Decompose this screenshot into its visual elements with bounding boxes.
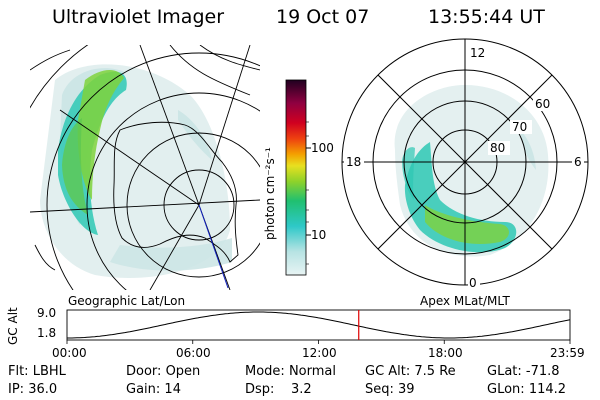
left-panel-label: Geographic Lat/Lon [68,294,186,308]
colorbar-unit-label: photon cm⁻²s⁻¹ [263,147,277,240]
info-glat: GLat: -71.8 [487,364,560,379]
coastline [113,121,239,263]
mlat-label-70: 70 [512,120,528,134]
info-gc-alt: GC Alt: 7.5 Re [365,364,456,379]
colorbar-tick-10: 10 [311,228,327,242]
mlt-label-18: 18 [346,155,362,169]
mlt-label-12: 12 [470,46,486,60]
image-time: 13:55:44 UT [428,6,545,28]
time-tick-1800: 18:00 [428,346,463,360]
mlat-label-80: 80 [490,141,506,155]
colorbar-tick-100: 100 [311,141,334,155]
mlt-label-0: 0 [469,276,477,290]
info-door: Door: Open [126,364,201,379]
right-panel-label: Apex MLat/MLT [420,294,510,308]
colorbar [285,79,311,276]
info-dsp: Dsp: 3.2 [245,382,312,397]
geographic-map [30,45,260,290]
altitude-curve [67,311,571,339]
graticule [30,45,260,290]
time-tick-1200: 12:00 [302,346,337,360]
info-filter: Flt: LBHL [8,364,66,379]
mlt-label-6: 6 [574,155,582,169]
altitude-plot [66,309,571,344]
image-date: 19 Oct 07 [276,6,370,28]
info-glon: GLon: 114.2 [487,382,567,397]
altitude-ytick-min: 1.8 [37,326,57,340]
time-tick-0600: 06:00 [176,346,211,360]
info-mode: Mode: Normal [245,364,336,379]
altitude-ylabel: GC Alt [6,307,20,345]
noon-meridian-line [198,204,229,289]
time-tick-0000: 00:00 [52,346,87,360]
time-tick-2359: 23:59 [550,346,585,360]
mlat-label-60: 60 [535,97,551,111]
info-seq: Seq: 39 [365,382,415,397]
info-gain: Gain: 14 [126,382,181,397]
polar-map [341,38,589,289]
instrument-title: Ultraviolet Imager [52,6,225,28]
altitude-ytick-max: 9.0 [37,306,57,320]
info-ip: IP: 36.0 [8,382,58,397]
